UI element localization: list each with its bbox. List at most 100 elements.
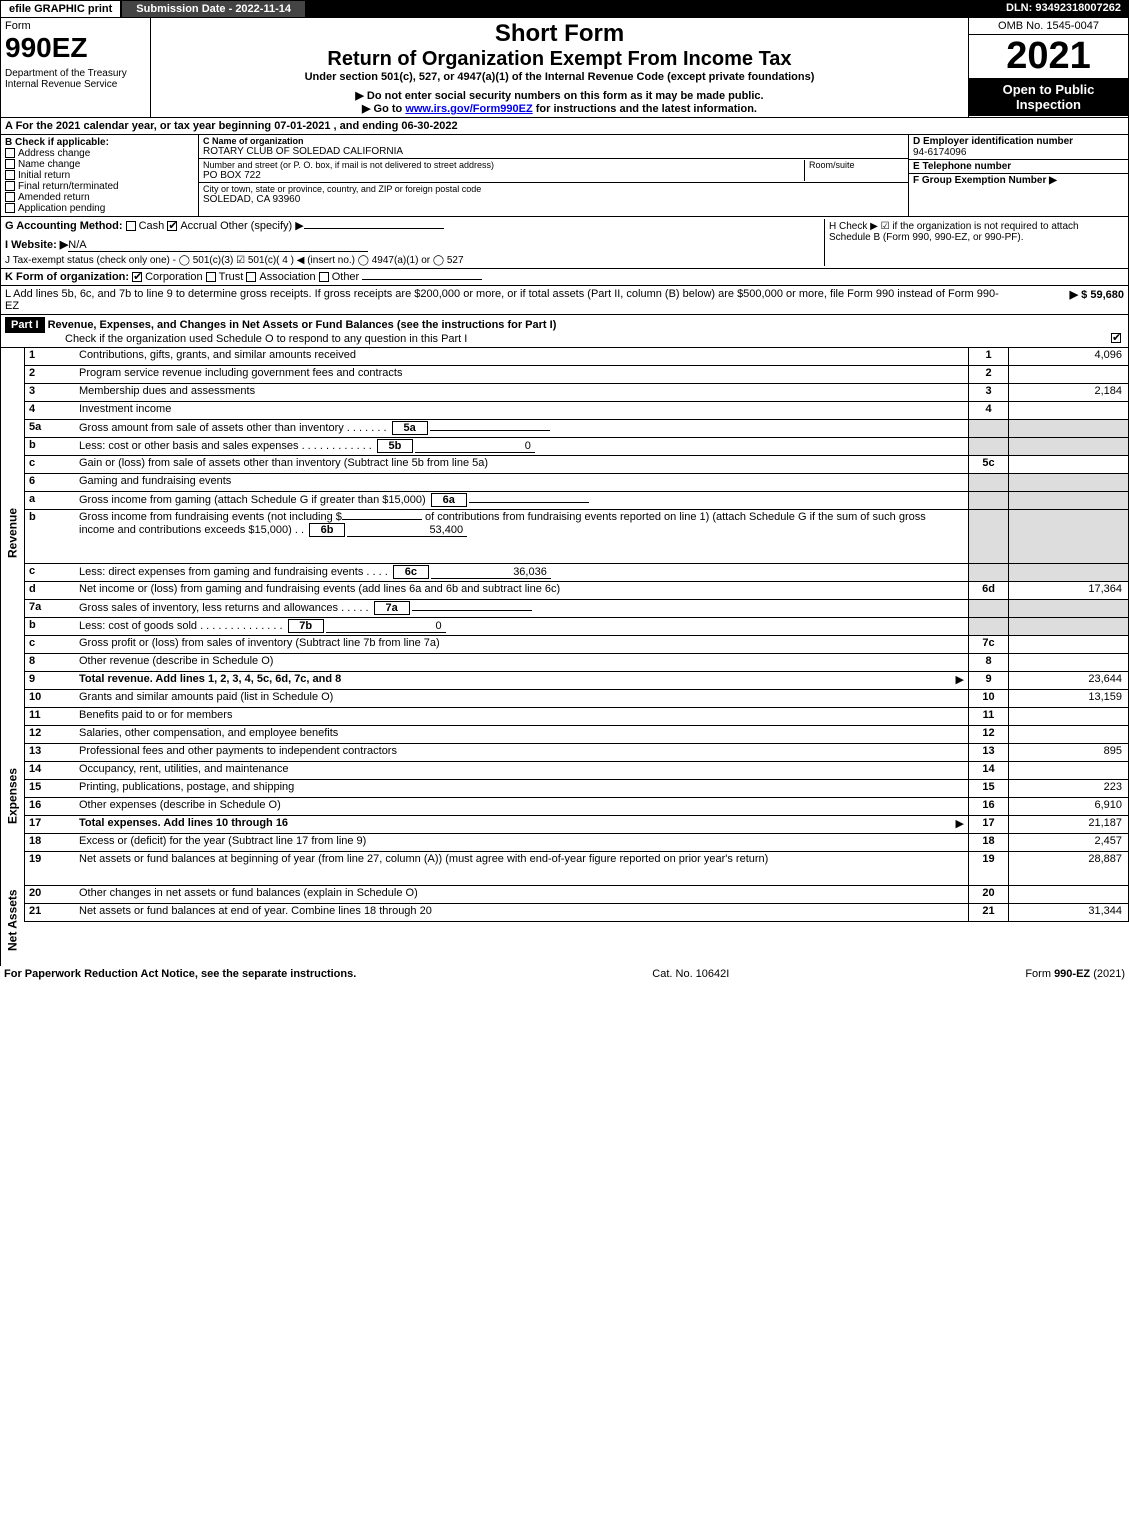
addr-label: Number and street (or P. O. box, if mail… xyxy=(203,160,804,170)
top-bar: efile GRAPHIC print Submission Date - 20… xyxy=(0,0,1129,18)
part1-check-row: Check if the organization used Schedule … xyxy=(5,333,1124,345)
page-footer: For Paperwork Reduction Act Notice, see … xyxy=(0,966,1129,982)
side-netassets: Net Assets xyxy=(0,874,24,966)
efile-print-label[interactable]: efile GRAPHIC print xyxy=(0,0,121,18)
checkbox-cash[interactable] xyxy=(126,221,136,231)
checkbox-assoc[interactable] xyxy=(246,272,256,282)
phone-label: E Telephone number xyxy=(913,161,1124,172)
check-app-pending-label: Application pending xyxy=(18,203,105,214)
check-initial-return[interactable]: Initial return xyxy=(5,170,194,181)
checkbox-schedule-o[interactable] xyxy=(1111,333,1121,343)
checkbox-icon[interactable] xyxy=(5,170,15,180)
sub-5b: 5b xyxy=(377,439,413,453)
check-final-return[interactable]: Final return/terminated xyxy=(5,181,194,192)
room-label: Room/suite xyxy=(809,160,904,170)
sub-7a: 7a xyxy=(374,601,410,615)
section-bcdef: B Check if applicable: Address change Na… xyxy=(0,135,1129,217)
check-amended-label: Amended return xyxy=(18,192,90,203)
other-org-field[interactable] xyxy=(362,279,482,280)
other-specify-field[interactable] xyxy=(304,228,444,229)
arrow-icon: ▶ xyxy=(956,673,964,686)
other-specify: Other (specify) ▶ xyxy=(220,220,304,232)
org-name: ROTARY CLUB OF SOLEDAD CALIFORNIA xyxy=(203,146,904,157)
other-org-label: Other xyxy=(332,271,360,283)
section-b-label: B Check if applicable: xyxy=(5,137,194,148)
line-5a-desc: Gross amount from sale of assets other t… xyxy=(79,422,344,434)
subval-6a xyxy=(469,502,589,503)
form-org-label: K Form of organization: xyxy=(5,271,129,283)
line-6b: bGross income from fundraising events (n… xyxy=(24,510,1129,564)
line-5b-desc: Less: cost or other basis and sales expe… xyxy=(79,440,299,452)
checkbox-icon[interactable] xyxy=(5,181,15,191)
line-14: 14Occupancy, rent, utilities, and mainte… xyxy=(24,762,1129,780)
section-k: K Form of organization: Corporation Trus… xyxy=(0,269,1129,286)
line-17: 17Total expenses. Add lines 10 through 1… xyxy=(24,816,1129,834)
section-d: D Employer identification number 94-6174… xyxy=(909,135,1128,160)
title-main: Return of Organization Exempt From Incom… xyxy=(155,48,964,71)
group-exempt-label: F Group Exemption Number ▶ xyxy=(913,175,1124,186)
line-6b-blank[interactable] xyxy=(342,519,422,520)
part1-header: Part I Revenue, Expenses, and Changes in… xyxy=(0,315,1129,348)
irs-link[interactable]: www.irs.gov/Form990EZ xyxy=(405,103,532,115)
section-a: A For the 2021 calendar year, or tax yea… xyxy=(0,118,1129,135)
line-17-desc: Total expenses. Add lines 10 through 16 xyxy=(79,817,288,829)
subval-6b: 53,400 xyxy=(347,524,467,537)
checkbox-trust[interactable] xyxy=(206,272,216,282)
arrow-icon: ▶ xyxy=(956,817,964,830)
line-2: 2Program service revenue including gover… xyxy=(24,366,1129,384)
form-header: Form 990EZ Department of the Treasury In… xyxy=(0,18,1129,118)
form-label: Form xyxy=(5,20,146,32)
financial-grid: Revenue Expenses Net Assets 1Contributio… xyxy=(0,348,1129,966)
trust-label: Trust xyxy=(219,271,244,283)
note-ssn: ▶ Do not enter social security numbers o… xyxy=(155,89,964,102)
sub-5a: 5a xyxy=(392,421,428,435)
line-13: 13Professional fees and other payments t… xyxy=(24,744,1129,762)
website-label: I Website: ▶ xyxy=(5,239,68,251)
footer-form-no: 990-EZ xyxy=(1054,968,1090,980)
line-8: 8Other revenue (describe in Schedule O)8 xyxy=(24,654,1129,672)
side-revenue: Revenue xyxy=(0,348,24,718)
checkbox-other-org[interactable] xyxy=(319,272,329,282)
line-6c-desc: Less: direct expenses from gaming and fu… xyxy=(79,566,363,578)
assoc-label: Association xyxy=(259,271,315,283)
checkbox-icon[interactable] xyxy=(5,148,15,158)
line-11: 11Benefits paid to or for members11 xyxy=(24,708,1129,726)
footer-left: For Paperwork Reduction Act Notice, see … xyxy=(4,968,356,980)
checkbox-icon[interactable] xyxy=(5,159,15,169)
department-label: Department of the Treasury Internal Reve… xyxy=(5,68,146,90)
line-7a-desc: Gross sales of inventory, less returns a… xyxy=(79,602,338,614)
accounting-label: G Accounting Method: xyxy=(5,220,123,232)
section-gh: G Accounting Method: Cash Accrual Other … xyxy=(0,217,1129,269)
check-amended[interactable]: Amended return xyxy=(5,192,194,203)
check-app-pending[interactable]: Application pending xyxy=(5,203,194,214)
footer-form-year: (2021) xyxy=(1090,968,1125,980)
checkbox-corp[interactable] xyxy=(132,272,142,282)
checkbox-icon[interactable] xyxy=(5,192,15,202)
section-h: H Check ▶ ☑ if the organization is not r… xyxy=(824,219,1124,266)
section-def: D Employer identification number 94-6174… xyxy=(908,135,1128,216)
subtitle: Under section 501(c), 527, or 4947(a)(1)… xyxy=(155,71,964,83)
subval-5a xyxy=(430,430,550,431)
line-1: 1Contributions, gifts, grants, and simil… xyxy=(24,348,1129,366)
ein-value: 94-6174096 xyxy=(913,147,1124,158)
org-addr-row: Number and street (or P. O. box, if mail… xyxy=(199,159,908,183)
section-f: F Group Exemption Number ▶ xyxy=(909,174,1128,187)
section-l-text: L Add lines 5b, 6c, and 7b to line 9 to … xyxy=(5,288,1004,312)
part1-title: Revenue, Expenses, and Changes in Net As… xyxy=(48,319,557,331)
check-name-change[interactable]: Name change xyxy=(5,159,194,170)
note-goto-post: for instructions and the latest informat… xyxy=(533,103,757,115)
check-address-change[interactable]: Address change xyxy=(5,148,194,159)
checkbox-icon[interactable] xyxy=(5,203,15,213)
part1-label: Part I xyxy=(5,317,45,333)
form-number: 990EZ xyxy=(5,32,146,64)
line-5a: 5a Gross amount from sale of assets other… xyxy=(24,420,1129,438)
line-6a: aGross income from gaming (attach Schedu… xyxy=(24,492,1129,510)
sub-6b: 6b xyxy=(309,523,345,537)
line-9-desc: Total revenue. Add lines 1, 2, 3, 4, 5c,… xyxy=(79,673,341,685)
ein-label: D Employer identification number xyxy=(913,136,1124,147)
line-10: 10Grants and similar amounts paid (list … xyxy=(24,690,1129,708)
checkbox-accrual[interactable] xyxy=(167,221,177,231)
check-initial-return-label: Initial return xyxy=(18,170,70,181)
open-to-public: Open to Public Inspection xyxy=(969,78,1128,116)
line-7c: cGross profit or (loss) from sales of in… xyxy=(24,636,1129,654)
